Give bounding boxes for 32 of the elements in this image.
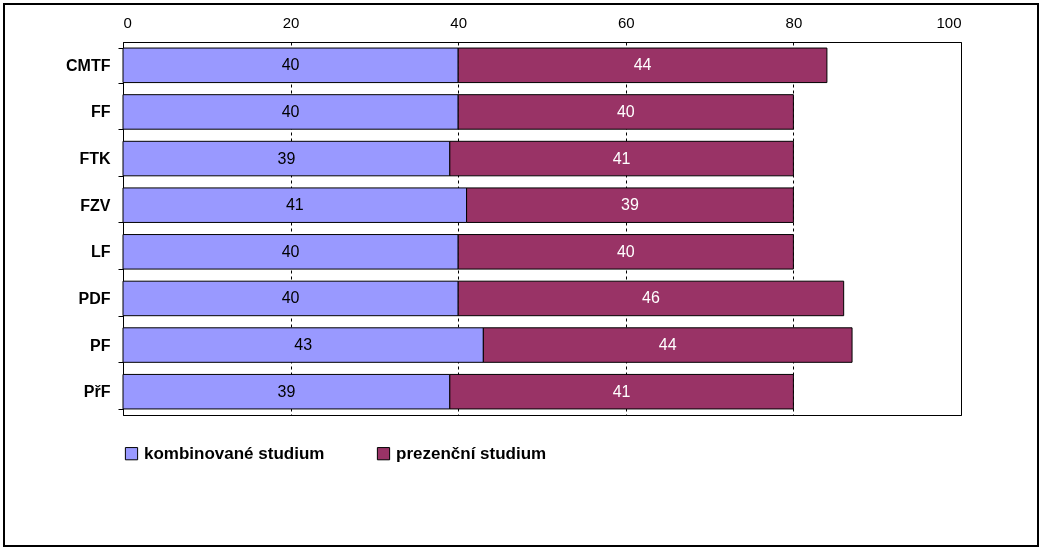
x-tick-label: 100 xyxy=(936,13,962,31)
x-tick-label: 0 xyxy=(123,13,132,31)
y-tick-label: PDF xyxy=(78,289,111,307)
data-label: 40 xyxy=(616,102,635,120)
x-tick-label: 60 xyxy=(617,13,635,31)
data-label: 40 xyxy=(281,102,300,120)
data-label: 41 xyxy=(285,196,304,214)
data-label: 46 xyxy=(642,289,660,307)
legend-label: kombinované studium xyxy=(144,443,325,463)
data-label: 39 xyxy=(277,149,296,167)
y-tick-label: PřF xyxy=(83,383,111,401)
y-tick-label: PF xyxy=(90,336,111,354)
x-tick-label: 80 xyxy=(785,13,803,31)
y-tick-label: LF xyxy=(90,243,111,261)
x-tick-label: 40 xyxy=(450,13,468,31)
data-label: 41 xyxy=(612,382,631,400)
data-label: 44 xyxy=(658,336,677,354)
data-label: 39 xyxy=(621,196,639,214)
data-label: 40 xyxy=(281,242,300,260)
y-tick-label: CMTF xyxy=(66,56,111,74)
data-label: 40 xyxy=(281,289,300,307)
y-tick-label: FF xyxy=(90,103,111,121)
y-tick-label: FTK xyxy=(79,150,111,168)
y-tick-label: FZV xyxy=(80,196,111,214)
data-label: 39 xyxy=(277,382,296,400)
data-label: 40 xyxy=(616,242,635,260)
data-label: 40 xyxy=(281,56,300,74)
data-label: 43 xyxy=(294,336,313,354)
legend-label: prezenční studium xyxy=(396,443,547,463)
x-tick-label: 20 xyxy=(282,13,300,31)
data-label: 41 xyxy=(612,149,631,167)
data-label: 44 xyxy=(633,56,652,74)
